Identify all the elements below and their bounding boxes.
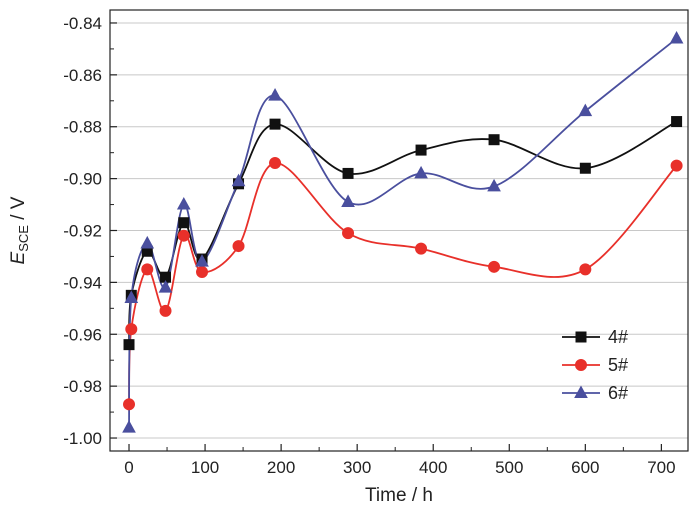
series-4-point — [488, 134, 500, 146]
y-tick-label: -0.84 — [63, 14, 102, 33]
x-tick-label: 300 — [343, 458, 371, 477]
axis-ticks: 0 100 200 300 400 500 600 700 -1.00 -0.98 -0.96 -0.… — [63, 14, 675, 477]
x-tick-label: 700 — [647, 458, 675, 477]
series-6-point — [268, 88, 282, 101]
series-5-point — [269, 157, 282, 170]
series-markers — [122, 30, 684, 433]
y-tick-label: -1.00 — [63, 429, 102, 448]
legend-marker — [574, 385, 588, 398]
x-tick-label: 500 — [495, 458, 523, 477]
series-6-point — [158, 280, 173, 293]
legend: 4# 5# 6# — [562, 327, 628, 403]
grid-lines — [110, 22, 688, 439]
x-tick-label: 600 — [571, 458, 599, 477]
legend-label: 4# — [608, 327, 628, 347]
y-tick-label: -0.94 — [63, 273, 102, 292]
legend-item-6: 6# — [562, 383, 628, 403]
legend-marker — [575, 359, 587, 371]
series-5-point — [670, 159, 683, 172]
series-4-point — [579, 162, 591, 174]
series-5-point — [415, 242, 428, 255]
series-4-point — [671, 116, 683, 128]
y-tick-label: -0.90 — [63, 170, 102, 189]
series-5-point — [123, 398, 136, 411]
series-4-point — [342, 167, 354, 179]
y-tick-label: -0.86 — [63, 66, 102, 85]
series-lines — [128, 37, 678, 428]
series-5-point — [488, 260, 501, 273]
series-5-point — [141, 263, 154, 276]
series-6-point — [231, 173, 246, 187]
series-6-point — [578, 103, 593, 117]
x-tick-label: 400 — [419, 458, 447, 477]
y-axis-title-unit: / V — [8, 196, 29, 225]
y-tick-label: -0.98 — [63, 377, 102, 396]
series-6-point — [140, 235, 155, 249]
series-6-point — [341, 194, 355, 207]
y-axis-title-subscript: SCE — [16, 225, 31, 252]
x-axis-title: Time / h — [365, 485, 433, 506]
series-4-point — [123, 339, 135, 351]
series-5-point — [196, 266, 209, 279]
legend-label: 6# — [608, 383, 628, 403]
x-tick-label: 200 — [267, 458, 295, 477]
series-6-point — [487, 178, 501, 192]
x-tick-label: 0 — [124, 458, 133, 477]
series-6-line — [128, 37, 678, 428]
series-4-point — [269, 118, 281, 130]
series-4-line — [128, 120, 678, 345]
y-axis-title-symbol: E — [8, 251, 29, 264]
series-4-point — [415, 144, 427, 156]
y-axis-title: ESCE / V — [8, 196, 31, 264]
series-6-point — [124, 290, 139, 303]
series-5-point — [125, 323, 138, 336]
series-5-line — [128, 162, 678, 405]
series-6-point — [176, 197, 191, 210]
legend-item-4: 4# — [562, 327, 628, 347]
series-4-point — [178, 217, 190, 229]
legend-item-5: 5# — [562, 355, 628, 375]
y-tick-label: -0.88 — [63, 118, 102, 137]
y-tick-label: -0.92 — [63, 222, 102, 241]
series-5-point — [579, 263, 592, 276]
series-6-point — [195, 254, 209, 267]
series-6-point — [669, 30, 684, 44]
legend-marker — [575, 331, 587, 343]
series-5-point — [159, 304, 172, 317]
y-tick-label: -0.96 — [63, 325, 102, 344]
series-5-point — [342, 227, 355, 240]
series-6-point — [122, 420, 136, 433]
x-tick-label: 100 — [191, 458, 219, 477]
series-5-point — [177, 229, 190, 242]
series-5-point — [232, 240, 245, 253]
series-6-point — [414, 165, 428, 179]
legend-label: 5# — [608, 355, 628, 375]
